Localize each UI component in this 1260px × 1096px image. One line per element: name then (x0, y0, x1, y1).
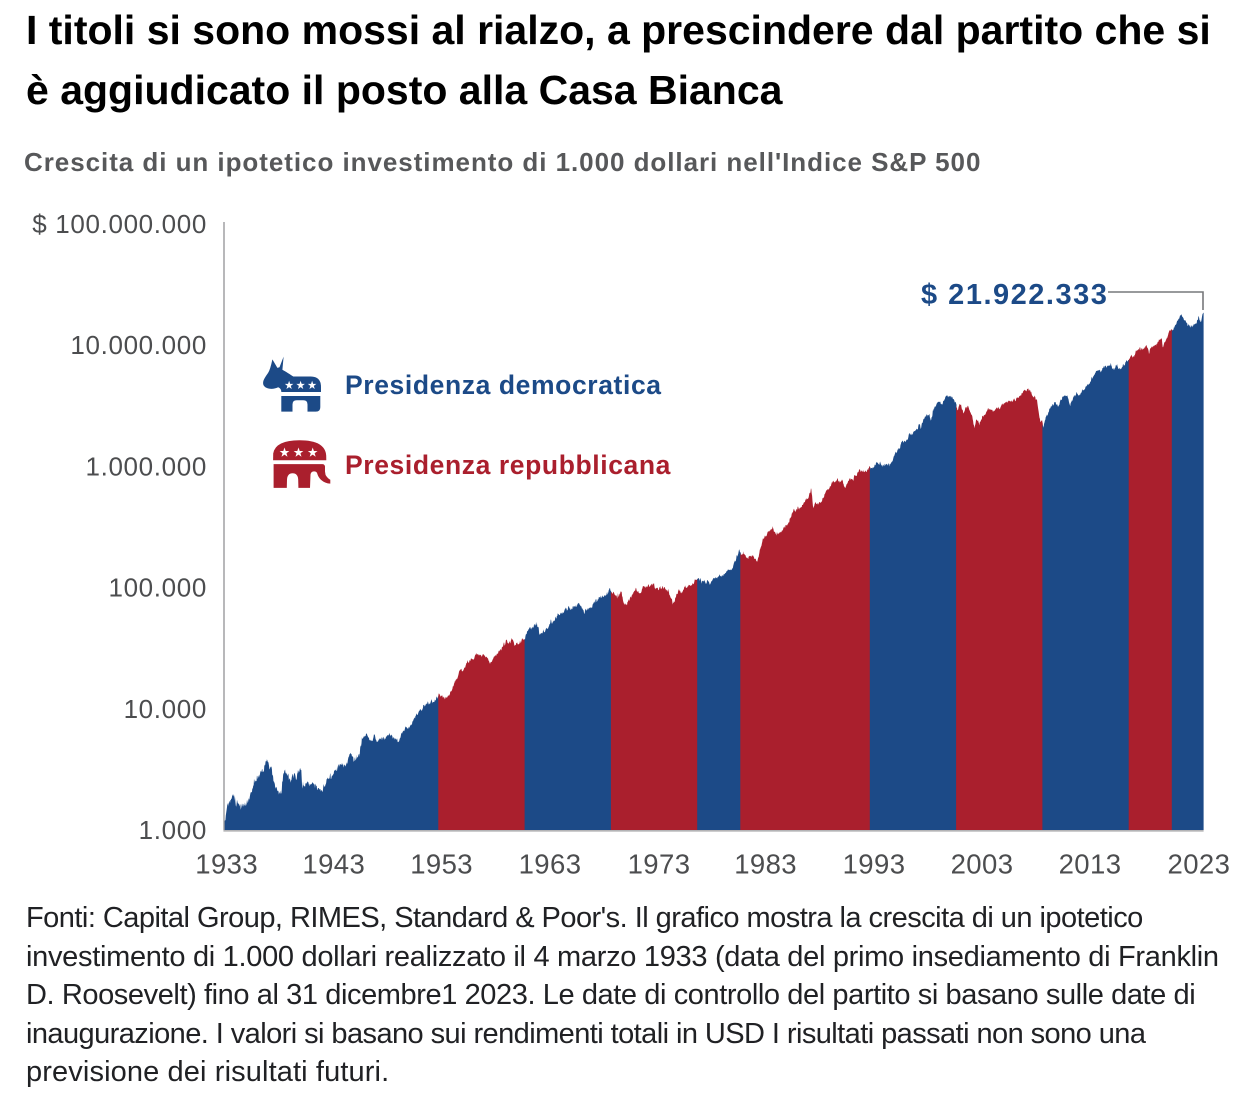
svg-text:1993: 1993 (843, 849, 906, 880)
svg-text:1953: 1953 (410, 849, 473, 880)
svg-text:1963: 1963 (519, 849, 582, 880)
svg-text:1983: 1983 (734, 849, 797, 880)
svg-text:1973: 1973 (628, 849, 691, 880)
svg-text:1.000.000: 1.000.000 (85, 451, 207, 481)
svg-text:2013: 2013 (1059, 849, 1122, 880)
svg-text:2023: 2023 (1168, 849, 1231, 880)
svg-text:$ 21.922.333: $ 21.922.333 (921, 279, 1108, 311)
svg-text:100.000: 100.000 (108, 573, 207, 603)
svg-text:Presidenza repubblicana: Presidenza repubblicana (345, 450, 671, 480)
svg-text:1943: 1943 (302, 849, 365, 880)
svg-text:1933: 1933 (195, 849, 258, 880)
svg-text:10.000: 10.000 (124, 694, 207, 724)
svg-text:1.000: 1.000 (139, 815, 207, 845)
svg-text:$ 100.000.000: $ 100.000.000 (32, 209, 207, 239)
svg-text:Presidenza democratica: Presidenza democratica (345, 370, 662, 400)
svg-text:2003: 2003 (951, 849, 1014, 880)
svg-text:10.000.000: 10.000.000 (70, 330, 207, 360)
